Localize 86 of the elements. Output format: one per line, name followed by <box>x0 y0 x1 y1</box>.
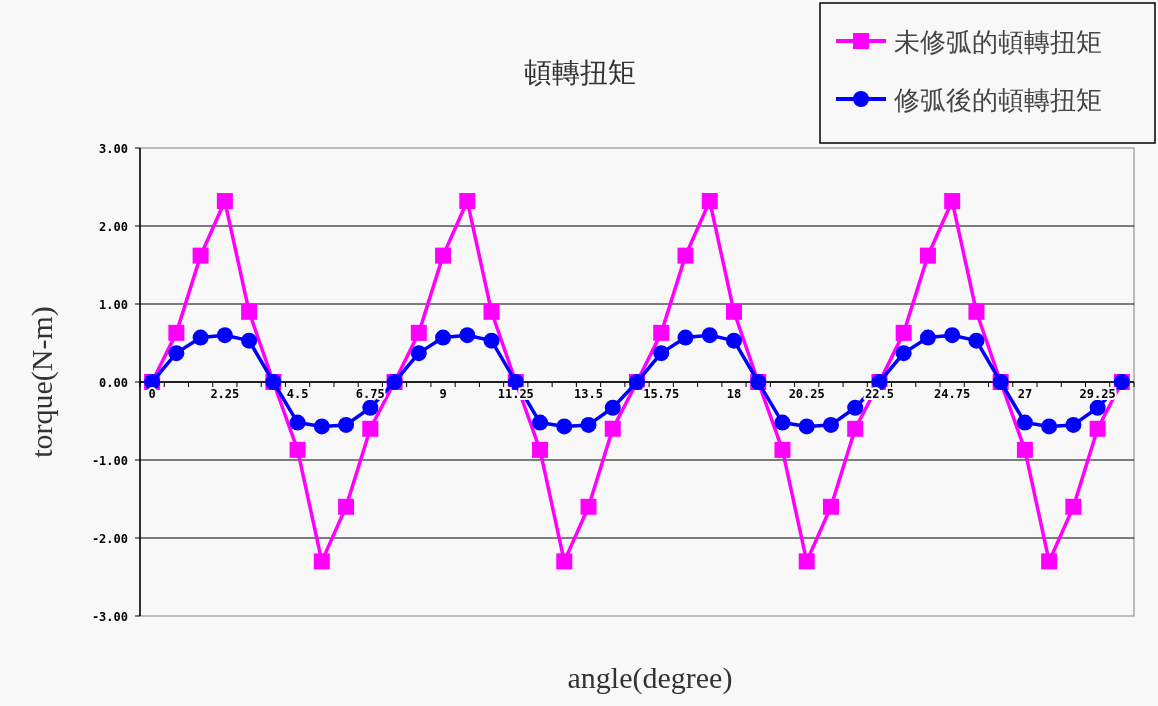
point <box>556 553 573 570</box>
point <box>1016 441 1033 458</box>
y-tick-label: 2.00 <box>99 220 128 234</box>
point <box>774 441 791 458</box>
point <box>362 420 379 437</box>
point <box>313 553 330 570</box>
point <box>895 324 912 341</box>
point <box>1041 418 1058 435</box>
y-tick-label: 0.00 <box>99 376 128 390</box>
point <box>459 193 476 210</box>
point <box>580 416 597 433</box>
x-tick-label: 20.25 <box>788 387 825 401</box>
y-tick-label: -3.00 <box>91 610 128 624</box>
point <box>532 414 549 431</box>
point <box>725 332 742 349</box>
point <box>968 332 985 349</box>
point <box>241 303 258 320</box>
point <box>313 418 330 435</box>
point <box>968 303 985 320</box>
point <box>1089 399 1106 416</box>
point <box>459 327 476 344</box>
point <box>847 399 864 416</box>
point <box>338 498 355 515</box>
y-axis-title: torque(N-m) <box>25 306 59 458</box>
point <box>435 329 452 346</box>
point <box>362 399 379 416</box>
point <box>944 327 961 344</box>
point <box>241 332 258 349</box>
x-tick-label: 18 <box>726 387 742 401</box>
point <box>847 420 864 437</box>
point <box>483 332 500 349</box>
point <box>1041 553 1058 570</box>
point <box>289 414 306 431</box>
y-tick-label: -2.00 <box>91 532 128 546</box>
point <box>944 193 961 210</box>
point <box>822 416 839 433</box>
point <box>168 324 185 341</box>
point <box>919 329 936 346</box>
point <box>216 327 233 344</box>
point <box>701 193 718 210</box>
point <box>798 553 815 570</box>
x-tick-label: 24.75 <box>934 387 971 401</box>
point <box>677 329 694 346</box>
x-tick-label: 0 <box>148 387 156 401</box>
point <box>338 416 355 433</box>
y-tick-label: 1.00 <box>99 298 128 312</box>
y-tick-label: -1.00 <box>91 454 128 468</box>
x-tick-label: 27 <box>1017 387 1033 401</box>
point <box>653 324 670 341</box>
point <box>895 345 912 362</box>
point <box>410 324 427 341</box>
point <box>289 441 306 458</box>
point <box>580 498 597 515</box>
point <box>192 247 209 264</box>
point <box>677 247 694 264</box>
y-tick-label: 3.00 <box>99 142 128 156</box>
x-tick-label: 13.5 <box>574 387 603 401</box>
point <box>604 399 621 416</box>
point <box>532 441 549 458</box>
point <box>216 193 233 210</box>
point <box>435 247 452 264</box>
point <box>168 345 185 362</box>
point <box>1065 416 1082 433</box>
legend-label: 未修弧的頓轉扭矩 <box>894 27 1102 57</box>
point <box>822 498 839 515</box>
x-tick-label: 9 <box>439 387 447 401</box>
point <box>653 345 670 362</box>
point <box>604 420 621 437</box>
point <box>1089 420 1106 437</box>
chart-title: 頓轉扭矩 <box>524 56 636 89</box>
x-tick-label: 4.5 <box>286 387 309 401</box>
point <box>1065 498 1082 515</box>
point <box>1016 414 1033 431</box>
point <box>192 329 209 346</box>
point <box>701 327 718 344</box>
x-tick-label: 2.25 <box>210 387 240 401</box>
point <box>556 418 573 435</box>
point <box>725 303 742 320</box>
point <box>798 418 815 435</box>
point <box>483 303 500 320</box>
point <box>774 414 791 431</box>
point <box>410 345 427 362</box>
point <box>919 247 936 264</box>
x-axis-title: angle(degree) <box>567 661 733 695</box>
x-tick-label: 15.75 <box>643 387 680 401</box>
legend-label: 修弧後的頓轉扭矩 <box>894 85 1102 115</box>
